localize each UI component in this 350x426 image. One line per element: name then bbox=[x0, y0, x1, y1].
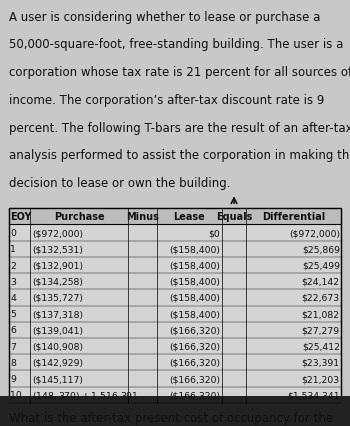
Text: ($166,320): ($166,320) bbox=[169, 325, 220, 335]
Text: $23,391: $23,391 bbox=[302, 358, 340, 367]
Text: ($140,908): ($140,908) bbox=[32, 342, 83, 351]
Text: ($134,258): ($134,258) bbox=[32, 277, 83, 286]
Text: Lease: Lease bbox=[173, 212, 205, 222]
Text: income. The corporation’s after-tax discount rate is 9: income. The corporation’s after-tax disc… bbox=[9, 94, 324, 106]
Text: 10: 10 bbox=[10, 390, 22, 400]
Text: $24,142: $24,142 bbox=[302, 277, 340, 286]
Bar bbox=[9, 209, 341, 403]
Text: analysis performed to assist the corporation in making the: analysis performed to assist the corpora… bbox=[9, 149, 350, 162]
Text: $25,499: $25,499 bbox=[302, 261, 340, 270]
Text: $21,082: $21,082 bbox=[302, 309, 340, 319]
Text: 4: 4 bbox=[10, 293, 16, 302]
Bar bbox=[0, 396, 350, 426]
Text: 2: 2 bbox=[10, 261, 16, 270]
Text: Minus: Minus bbox=[126, 212, 159, 222]
Text: ($158,400): ($158,400) bbox=[169, 293, 220, 302]
Text: 5: 5 bbox=[10, 309, 16, 319]
Text: 50,000-square-foot, free-standing building. The user is a: 50,000-square-foot, free-standing buildi… bbox=[9, 38, 343, 51]
Text: $25,869: $25,869 bbox=[302, 245, 340, 254]
Text: 7: 7 bbox=[10, 342, 16, 351]
Text: decision to lease or own the building.: decision to lease or own the building. bbox=[9, 177, 230, 190]
Text: ($132,531): ($132,531) bbox=[32, 245, 83, 254]
Text: ($132,901): ($132,901) bbox=[32, 261, 83, 270]
Text: ($166,320): ($166,320) bbox=[169, 374, 220, 383]
Text: $27,279: $27,279 bbox=[302, 325, 340, 335]
Text: ($158,400): ($158,400) bbox=[169, 261, 220, 270]
Text: ($139,041): ($139,041) bbox=[32, 325, 83, 335]
Text: What is the after-tax present cost of occupancy for the: What is the after-tax present cost of oc… bbox=[9, 411, 333, 423]
Text: A user is considering whether to lease or purchase a: A user is considering whether to lease o… bbox=[9, 11, 320, 23]
Text: ($145,117): ($145,117) bbox=[32, 374, 83, 383]
Text: ($166,320): ($166,320) bbox=[169, 342, 220, 351]
Text: Purchase: Purchase bbox=[54, 212, 105, 222]
Text: 3: 3 bbox=[10, 277, 16, 286]
Text: $25,412: $25,412 bbox=[302, 342, 340, 351]
Text: ($142,929): ($142,929) bbox=[32, 358, 83, 367]
Text: ($148,370)  + $1,516,391: ($148,370) + $1,516,391 bbox=[32, 389, 139, 401]
Text: 1: 1 bbox=[10, 245, 16, 254]
Text: 8: 8 bbox=[10, 358, 16, 367]
Text: ($158,400): ($158,400) bbox=[169, 309, 220, 319]
Text: 6: 6 bbox=[10, 325, 16, 335]
Text: ($158,400): ($158,400) bbox=[169, 245, 220, 254]
Text: ($166,320): ($166,320) bbox=[169, 358, 220, 367]
Text: ($135,727): ($135,727) bbox=[32, 293, 83, 302]
Text: ($972,000): ($972,000) bbox=[289, 228, 340, 238]
Text: ($158,400): ($158,400) bbox=[169, 277, 220, 286]
Text: EOY: EOY bbox=[10, 212, 32, 222]
Text: ($972,000): ($972,000) bbox=[32, 228, 83, 238]
Text: ($137,318): ($137,318) bbox=[32, 309, 83, 319]
Bar bbox=[9, 209, 341, 225]
Text: Differential: Differential bbox=[262, 212, 326, 222]
Bar bbox=[9, 209, 341, 403]
Text: $1,534,341: $1,534,341 bbox=[287, 390, 340, 400]
Text: 9: 9 bbox=[10, 374, 16, 383]
Text: Equals: Equals bbox=[216, 212, 252, 222]
Text: $21,203: $21,203 bbox=[302, 374, 340, 383]
Text: 0: 0 bbox=[10, 228, 16, 238]
Text: ($166,320): ($166,320) bbox=[169, 390, 220, 400]
Text: $0: $0 bbox=[208, 228, 220, 238]
Text: percent. The following T-bars are the result of an after-tax: percent. The following T-bars are the re… bbox=[9, 121, 350, 134]
Text: corporation whose tax rate is 21 percent for all sources of: corporation whose tax rate is 21 percent… bbox=[9, 66, 350, 79]
Text: $22,673: $22,673 bbox=[302, 293, 340, 302]
